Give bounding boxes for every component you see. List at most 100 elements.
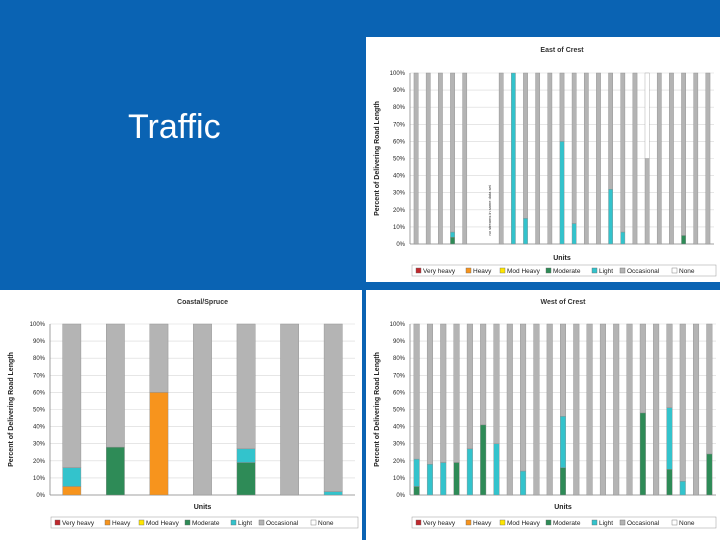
legend-label: Very heavy — [423, 268, 456, 275]
y-tick-label: 80% — [393, 105, 406, 111]
legend-swatch — [545, 519, 552, 526]
bar-segment-moderate — [681, 235, 686, 245]
y-tick-label: 70% — [393, 373, 406, 379]
bar-segment-occasional — [438, 72, 443, 245]
bar-segment-occasional — [462, 72, 468, 245]
y-tick-label: 80% — [393, 356, 406, 362]
legend-box — [411, 264, 717, 277]
legend-swatch — [230, 519, 237, 526]
legend-label: Very heavy — [423, 520, 456, 527]
bar-segment-occasional — [681, 72, 686, 236]
y-tick-label: 90% — [393, 339, 406, 345]
y-tick-label: 90% — [33, 339, 46, 345]
bar-segment-occasional — [632, 72, 638, 245]
legend-label: Mod Heavy — [507, 268, 541, 275]
y-tick-label: 20% — [393, 459, 406, 465]
bar-segment-occasional — [106, 323, 125, 448]
chart-title: East of Crest — [540, 47, 584, 54]
y-tick-label: 10% — [33, 476, 46, 482]
bar-segment-light — [466, 448, 473, 496]
legend-label: None — [318, 520, 334, 527]
bar-segment-light — [493, 443, 500, 496]
y-tick-label: 40% — [33, 425, 46, 431]
y-tick-label: 100% — [30, 322, 46, 328]
legend-swatch — [499, 267, 506, 274]
bar-segment-light — [559, 141, 565, 245]
bar-segment-occasional — [669, 72, 674, 245]
bar-segment-light — [440, 462, 447, 496]
bar-segment-light — [560, 416, 566, 468]
bar-segment-moderate — [450, 236, 455, 245]
bar-segment-moderate — [480, 424, 487, 496]
y-tick-label: 10% — [393, 225, 406, 231]
y-tick-label: 30% — [393, 191, 406, 197]
legend-label: Moderate — [553, 520, 581, 527]
legend-swatch — [591, 519, 598, 526]
bar-segment-occasional — [656, 72, 662, 245]
y-tick-label: 0% — [396, 493, 405, 499]
bar-segment-light — [620, 231, 626, 245]
y-tick-label: 30% — [393, 442, 406, 448]
legend-label: Light — [599, 520, 613, 527]
bar-segment-occasional — [596, 72, 601, 245]
bar-segment-occasional — [466, 323, 473, 450]
bar-segment-occasional — [626, 323, 633, 496]
bar-segment-occasional — [480, 323, 487, 426]
bar-segment-light — [571, 223, 577, 245]
bar-segment-occasional — [573, 323, 580, 496]
legend-label: Heavy — [473, 268, 492, 275]
bar-segment-occasional — [693, 323, 700, 496]
legend-swatch — [54, 519, 61, 526]
bar-segment-occasional — [693, 72, 699, 245]
y-tick-label: 50% — [393, 157, 406, 163]
legend-swatch — [671, 267, 678, 274]
y-tick-label: 10% — [393, 476, 406, 482]
slide-title: Traffic — [128, 108, 221, 146]
y-tick-label: 70% — [33, 373, 46, 379]
y-axis-label: Percent of Delivering Road Length — [8, 352, 15, 467]
legend-swatch — [465, 519, 472, 526]
bar-segment-occasional — [520, 323, 527, 472]
legend-swatch — [138, 519, 145, 526]
legend-swatch — [104, 519, 111, 526]
legend-swatch — [415, 519, 422, 526]
bar-segment-occasional — [498, 72, 504, 245]
bar-segment-occasional — [413, 323, 420, 460]
y-tick-label: 0% — [36, 493, 45, 499]
bar-segment-occasional — [193, 323, 212, 496]
bar-segment-occasional — [62, 323, 82, 468]
bar-segment-moderate — [413, 486, 420, 496]
legend-swatch — [184, 519, 191, 526]
bar-segment-occasional — [644, 158, 650, 245]
bar-segment-moderate — [106, 446, 125, 496]
bar-segment-moderate — [453, 462, 460, 496]
bar-segment-occasional — [413, 72, 419, 245]
bar-segment-occasional — [705, 72, 711, 245]
legend-box — [411, 516, 717, 529]
legend-label: Very heavy — [62, 520, 95, 527]
y-tick-label: 40% — [393, 425, 406, 431]
legend-swatch — [465, 267, 472, 274]
legend-label: Occasional — [627, 520, 660, 527]
bar-segment-occasional — [453, 323, 460, 463]
legend-label: Mod Heavy — [146, 520, 180, 527]
y-tick-label: 60% — [33, 390, 46, 396]
bar-segment-occasional — [599, 323, 606, 496]
bar-segment-occasional — [653, 323, 660, 496]
bar-segment-occasional — [559, 72, 565, 142]
y-axis-label: Percent of Delivering Road Length — [374, 352, 381, 467]
bar-segment-light — [236, 448, 256, 463]
bar-segment-occasional — [706, 323, 713, 455]
legend-label: Mod Heavy — [507, 520, 541, 527]
bar-segment-occasional — [236, 323, 256, 450]
legend-label: None — [679, 520, 695, 527]
y-tick-label: 90% — [393, 88, 406, 94]
legend-label: Heavy — [473, 520, 492, 527]
bar-segment-light — [666, 407, 673, 470]
bar-segment-occasional — [535, 72, 541, 245]
y-tick-label: 40% — [393, 174, 406, 180]
bar-segment-occasional — [426, 323, 433, 465]
bar-segment-occasional — [679, 323, 686, 482]
y-tick-label: 80% — [33, 356, 46, 362]
legend-swatch — [619, 519, 626, 526]
